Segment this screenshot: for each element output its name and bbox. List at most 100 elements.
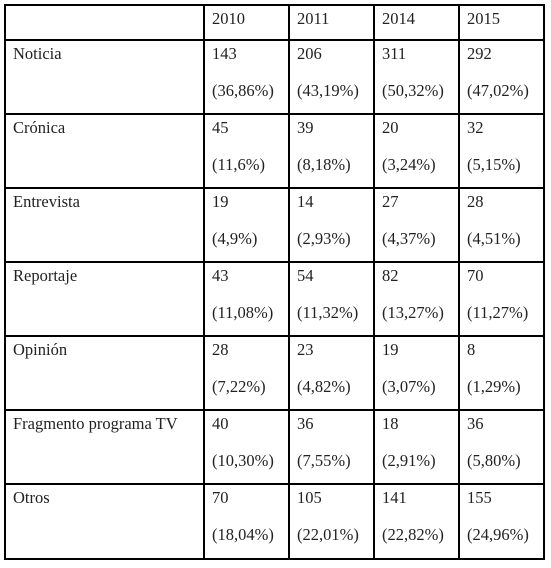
percent-value: (2,91%) <box>382 451 436 470</box>
count-value: 105 <box>297 488 322 507</box>
table-row: Otros 70 (18,04%) 105 (22,01%) 141 (22,82%) 155… <box>4 483 545 560</box>
percent-value: (18,04%) <box>212 525 274 544</box>
percent-value: (3,07%) <box>382 377 436 396</box>
count-value: 28 <box>212 340 229 359</box>
category-label: Reportaje <box>13 266 78 285</box>
value-cell: 82 (13,27%) <box>373 261 460 337</box>
category-label: Otros <box>13 488 50 507</box>
value-cell: 18 (2,91%) <box>373 409 460 485</box>
value-cell: 206 (43,19%) <box>288 39 375 115</box>
header-label: 2010 <box>212 9 245 28</box>
header-cell-year: 2015 <box>458 4 545 41</box>
count-value: 141 <box>382 488 407 507</box>
header-label <box>13 0 197 37</box>
percent-value: (11,6%) <box>212 155 265 174</box>
count-value: 70 <box>467 266 484 285</box>
percent-value: (4,9%) <box>212 229 258 248</box>
count-value: 19 <box>212 192 229 211</box>
percent-value: (4,37%) <box>382 229 436 248</box>
data-table: 2010 2011 2014 2015 Noticia 143 (36,86%) 20… <box>4 4 545 560</box>
header-label: 2011 <box>297 9 330 28</box>
percent-value: (1,29%) <box>467 377 521 396</box>
percent-value: (3,24%) <box>382 155 436 174</box>
table-row: Entrevista 19 (4,9%) 14 (2,93%) 27 (4,37%) 28 (4… <box>4 187 545 263</box>
category-label: Crónica <box>13 118 66 137</box>
percent-value: (8,18%) <box>297 155 351 174</box>
category-label: Opinión <box>13 340 68 359</box>
header-cell-year: 2014 <box>373 4 460 41</box>
percent-value: (22,01%) <box>297 525 359 544</box>
category-cell: Opinión <box>4 335 205 411</box>
category-cell: Reportaje <box>4 261 205 337</box>
value-cell: 36 (5,80%) <box>458 409 545 485</box>
value-cell: 19 (4,9%) <box>203 187 290 263</box>
percent-value: (36,86%) <box>212 81 274 100</box>
value-cell: 19 (3,07%) <box>373 335 460 411</box>
percent-value: (50,32%) <box>382 81 444 100</box>
percent-value: (5,80%) <box>467 451 521 470</box>
value-cell: 155 (24,96%) <box>458 483 545 560</box>
count-value: 39 <box>297 118 314 137</box>
value-cell: 23 (4,82%) <box>288 335 375 411</box>
count-value: 36 <box>467 414 484 433</box>
percent-value: (13,27%) <box>382 303 444 322</box>
percent-value: (11,08%) <box>212 303 274 322</box>
category-cell: Noticia <box>4 39 205 115</box>
table-row: Opinión 28 (7,22%) 23 (4,82%) 19 (3,07%) 8 (1,29… <box>4 335 545 411</box>
count-value: 18 <box>382 414 399 433</box>
percent-value: (11,32%) <box>297 303 359 322</box>
value-cell: 28 (7,22%) <box>203 335 290 411</box>
count-value: 155 <box>467 488 492 507</box>
count-value: 8 <box>467 340 476 359</box>
value-cell: 14 (2,93%) <box>288 187 375 263</box>
count-value: 19 <box>382 340 399 359</box>
count-value: 14 <box>297 192 314 211</box>
count-value: 32 <box>467 118 484 137</box>
count-value: 43 <box>212 266 229 285</box>
category-cell: Fragmento programa TV <box>4 409 205 485</box>
percent-value: (7,55%) <box>297 451 351 470</box>
table-row: Fragmento programa TV 40 (10,30%) 36 (7,55%)… <box>4 409 545 485</box>
percent-value: (24,96%) <box>467 525 529 544</box>
category-cell: Crónica <box>4 113 205 189</box>
count-value: 292 <box>467 44 492 63</box>
percent-value: (11,27%) <box>467 303 529 322</box>
value-cell: 70 (18,04%) <box>203 483 290 560</box>
count-value: 45 <box>212 118 229 137</box>
value-cell: 141 (22,82%) <box>373 483 460 560</box>
percent-value: (7,22%) <box>212 377 266 396</box>
count-value: 206 <box>297 44 322 63</box>
count-value: 27 <box>382 192 399 211</box>
category-label: Noticia <box>13 44 62 63</box>
table-row: Noticia 143 (36,86%) 206 (43,19%) 311 (50,32%)… <box>4 39 545 115</box>
category-cell: Otros <box>4 483 205 560</box>
value-cell: 27 (4,37%) <box>373 187 460 263</box>
table-row: Reportaje 43 (11,08%) 54 (11,32%) 82 (13,27%) 7… <box>4 261 545 337</box>
count-value: 54 <box>297 266 314 285</box>
count-value: 23 <box>297 340 314 359</box>
value-cell: 40 (10,30%) <box>203 409 290 485</box>
value-cell: 28 (4,51%) <box>458 187 545 263</box>
value-cell: 45 (11,6%) <box>203 113 290 189</box>
count-value: 143 <box>212 44 237 63</box>
value-cell: 20 (3,24%) <box>373 113 460 189</box>
header-row: 2010 2011 2014 2015 <box>4 4 545 41</box>
category-cell: Entrevista <box>4 187 205 263</box>
value-cell: 32 (5,15%) <box>458 113 545 189</box>
count-value: 28 <box>467 192 484 211</box>
value-cell: 39 (8,18%) <box>288 113 375 189</box>
count-value: 70 <box>212 488 229 507</box>
count-value: 20 <box>382 118 399 137</box>
percent-value: (47,02%) <box>467 81 529 100</box>
count-value: 311 <box>382 44 407 63</box>
header-label: 2015 <box>467 9 500 28</box>
value-cell: 311 (50,32%) <box>373 39 460 115</box>
value-cell: 8 (1,29%) <box>458 335 545 411</box>
percent-value: (4,82%) <box>297 377 351 396</box>
header-cell-year: 2011 <box>288 4 375 41</box>
category-label: Fragmento programa TV <box>13 414 178 433</box>
header-cell-year: 2010 <box>203 4 290 41</box>
value-cell: 105 (22,01%) <box>288 483 375 560</box>
table-body: 2010 2011 2014 2015 Noticia 143 (36,86%) 20… <box>4 4 545 560</box>
header-label: 2014 <box>382 9 415 28</box>
